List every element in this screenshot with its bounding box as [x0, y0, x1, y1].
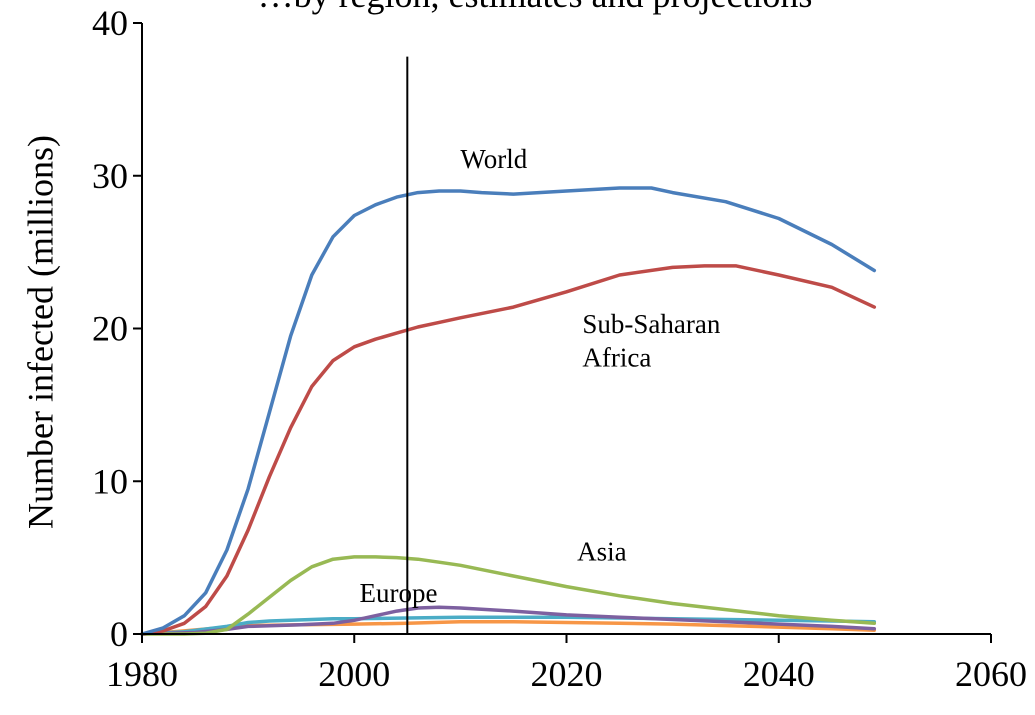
chart-title: …by region, estimates and projections [258, 0, 813, 15]
x-tick-label: 2020 [531, 654, 603, 694]
y-tick-label: 40 [92, 3, 128, 43]
series-line-sub-saharan-africa [140, 264, 877, 636]
x-tick-label: 2040 [743, 654, 815, 694]
series-line-europe [140, 605, 877, 636]
x-tick-label: 2060 [955, 654, 1027, 694]
x-tick-label: 2000 [318, 654, 390, 694]
annotations: World Sub-Saharan Africa Asia Europe [360, 144, 721, 608]
annotation-label: Europe [360, 578, 438, 608]
series-layer [140, 186, 877, 636]
y-axis-title: Number infected (millions) [20, 135, 60, 529]
x-tick-label: 1980 [106, 654, 178, 694]
y-tick-label: 0 [110, 614, 128, 654]
y-tick-label: 10 [92, 461, 128, 501]
ticks: 0 10 20 30 40 1980 2000 2020 2040 2060 [92, 3, 1027, 694]
series-line-asia [140, 555, 877, 636]
annotation-label: Asia [577, 537, 627, 567]
annotation-label: World [460, 144, 527, 174]
annotation-label: Sub-Saharan [582, 309, 720, 339]
series-line-world [140, 186, 877, 636]
axes [141, 23, 991, 635]
y-tick-label: 30 [92, 156, 128, 196]
annotation-label: Africa [582, 343, 651, 373]
y-tick-label: 20 [92, 309, 128, 349]
